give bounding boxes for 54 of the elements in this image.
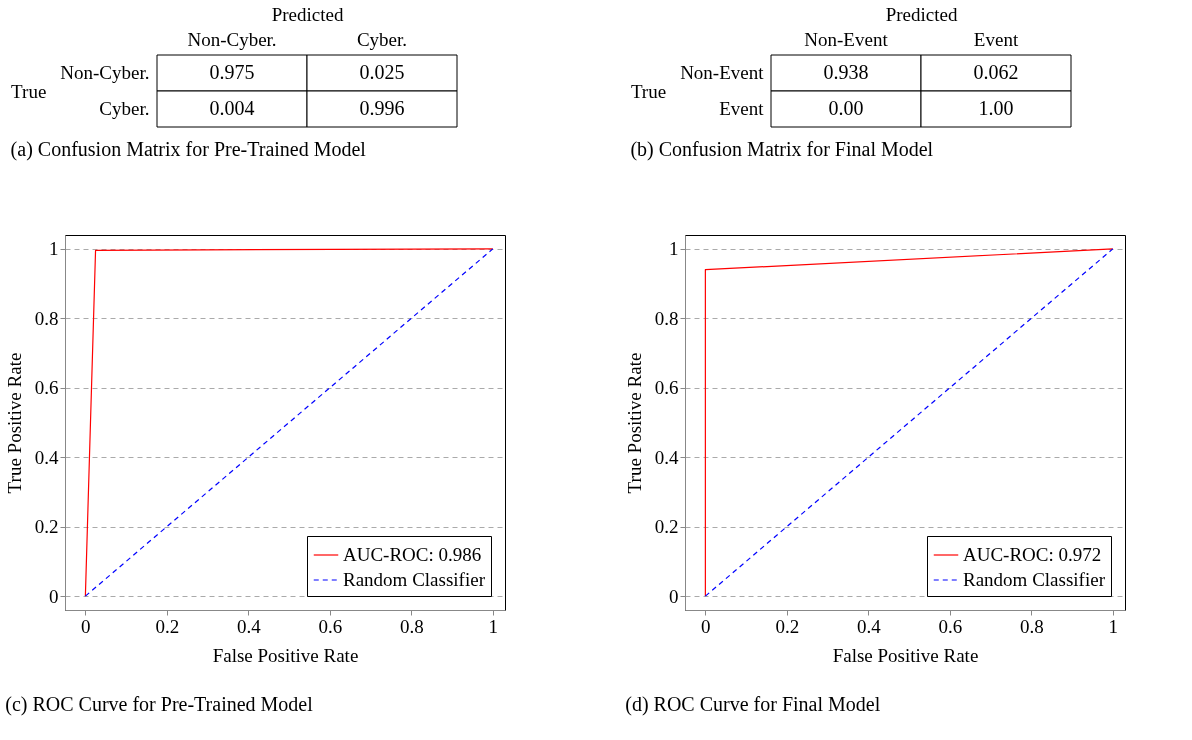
x-tick-label: 0.8 bbox=[1019, 615, 1044, 637]
y-tick-label: 0.4 bbox=[34, 446, 59, 468]
y-tick-label: 0.6 bbox=[654, 377, 679, 399]
x-tick-label: 1 bbox=[488, 615, 499, 637]
y-tick-label: 0 bbox=[669, 585, 679, 607]
data-label: 1.00 bbox=[978, 97, 1014, 119]
data-label: 0.004 bbox=[209, 97, 255, 119]
x-tick-label: Non-Event bbox=[804, 28, 889, 50]
x-tick-label: Non-Cyber. bbox=[187, 28, 277, 50]
x-tick-label: Cyber. bbox=[356, 28, 408, 50]
data-label: 0.996 bbox=[359, 97, 405, 119]
x-tick-label: 0 bbox=[81, 615, 91, 637]
x-axis-title: Predicted bbox=[885, 3, 958, 25]
data-label: 0.975 bbox=[209, 61, 255, 83]
y-tick-label: 1 bbox=[669, 238, 679, 260]
x-tick-label: 0 bbox=[701, 615, 711, 637]
text: (b) Confusion Matrix for Final Model bbox=[630, 137, 934, 161]
x-tick-label: 0.4 bbox=[856, 615, 882, 637]
y-tick-label: 0.2 bbox=[34, 516, 59, 538]
data-label: 0.062 bbox=[973, 61, 1019, 83]
data-label: 0.025 bbox=[359, 61, 405, 83]
y-axis-title: True bbox=[11, 80, 47, 102]
legend-label: Random Classifier bbox=[343, 569, 486, 590]
x-tick-label: 0.6 bbox=[938, 615, 963, 637]
legend-label: AUC-ROC: 0.972 bbox=[963, 544, 1102, 565]
x-tick-label: 0.8 bbox=[399, 615, 424, 637]
x-tick-label: Event bbox=[973, 28, 1019, 50]
y-axis-title: True Positive Rate bbox=[623, 352, 645, 494]
y-tick-label: 0.6 bbox=[34, 377, 59, 399]
y-tick-label: 0.2 bbox=[654, 516, 679, 538]
y-tick-label: 0.8 bbox=[654, 307, 679, 329]
y-tick-label: Non-Cyber. bbox=[60, 62, 150, 83]
text: (a) Confusion Matrix for Pre-Trained Model bbox=[10, 137, 367, 161]
text: (c) ROC Curve for Pre-Trained Model bbox=[5, 693, 314, 716]
x-axis-title: False Positive Rate bbox=[832, 644, 979, 666]
y-tick-label: Non-Event bbox=[680, 62, 765, 83]
y-tick-label: 1 bbox=[49, 238, 59, 260]
x-tick-label: 0.6 bbox=[318, 615, 343, 637]
legend-label: Random Classifier bbox=[963, 569, 1106, 590]
y-tick-label: 0.8 bbox=[34, 307, 59, 329]
x-axis-title: False Positive Rate bbox=[212, 644, 359, 666]
data-label: 0.938 bbox=[823, 61, 869, 83]
data-label: 0.00 bbox=[828, 97, 864, 119]
legend-label: AUC-ROC: 0.986 bbox=[343, 544, 482, 565]
y-tick-label: 0 bbox=[49, 585, 59, 607]
x-tick-label: 0.2 bbox=[775, 615, 800, 637]
x-tick-label: 0.4 bbox=[236, 615, 262, 637]
x-axis-title: Predicted bbox=[271, 3, 344, 25]
x-tick-label: 1 bbox=[1108, 615, 1119, 637]
y-axis-title: True Positive Rate bbox=[3, 352, 25, 494]
y-tick-label: 0.4 bbox=[654, 446, 679, 468]
x-tick-label: 0.2 bbox=[155, 615, 180, 637]
y-axis-title: True bbox=[630, 80, 667, 102]
text: (d) ROC Curve for Final Model bbox=[625, 693, 881, 716]
